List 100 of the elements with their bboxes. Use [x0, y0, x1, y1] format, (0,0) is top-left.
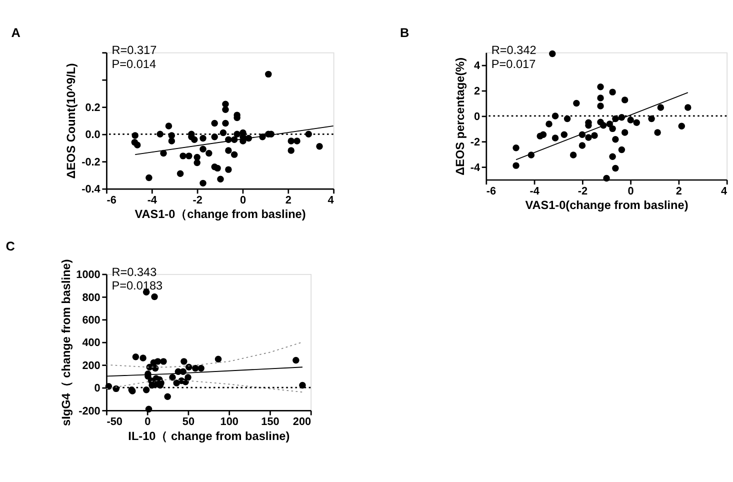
point [186, 152, 192, 160]
y-axis-title: ΔEOS Count(10^9/L) [64, 63, 78, 179]
point [211, 120, 218, 127]
x-axis-title: VAS1-0(change from basline) [525, 198, 688, 212]
point [191, 136, 198, 143]
annotation: R=0.343 [112, 264, 158, 279]
point [633, 119, 640, 126]
y-tick-label: 4 [474, 60, 480, 72]
y-tick-label: 200 [82, 360, 100, 372]
x-axis-title: VAS1-0（change from basline) [134, 207, 306, 222]
point [222, 120, 229, 127]
y-tick-label: 400 [82, 337, 100, 350]
x-axis-title: IL-10（ change from basline) [128, 428, 290, 443]
point [225, 166, 232, 173]
x-tick-label: -2 [578, 186, 588, 198]
y-tick-label: 0.2 [85, 102, 100, 114]
x-tick-label: 150 [261, 416, 280, 428]
point [603, 174, 610, 182]
chart-title: B [400, 24, 410, 40]
point [200, 180, 206, 187]
point [230, 151, 238, 158]
x-tick-label: 2 [285, 194, 292, 207]
point [165, 122, 172, 130]
x-tick-label: 0 [144, 416, 151, 428]
point [546, 120, 552, 128]
point [609, 88, 616, 96]
point [512, 162, 520, 169]
point [180, 152, 186, 160]
point [225, 147, 232, 154]
point [194, 159, 200, 166]
point [560, 131, 568, 138]
chart-title: C [6, 238, 15, 254]
y-tick-label: -0.4 [82, 184, 100, 196]
point [609, 125, 616, 132]
y-tick-label: -200 [78, 405, 100, 418]
annotation: R=0.342 [491, 43, 536, 58]
x-tick-label: -6 [106, 194, 116, 207]
point [597, 83, 604, 90]
x-tick-label: 200 [292, 416, 312, 428]
point [591, 132, 598, 139]
point [200, 146, 206, 152]
point [134, 142, 141, 148]
point [570, 152, 577, 158]
point [265, 70, 272, 78]
point [217, 176, 224, 182]
point [220, 129, 227, 136]
point [678, 122, 685, 130]
y-tick-label: -0.2 [82, 156, 100, 168]
x-tick-label: 50 [182, 416, 195, 428]
point [618, 146, 626, 154]
x-tick-label: 4 [721, 186, 728, 198]
x-tick-label: 2 [676, 186, 682, 198]
annotation: P=0.0183 [112, 278, 163, 292]
point [206, 150, 212, 157]
point [549, 50, 556, 58]
point [612, 136, 619, 143]
y-tick-label: 0.0 [85, 129, 100, 142]
x-tick-label: 0 [240, 194, 246, 207]
point [578, 142, 586, 149]
point [585, 134, 592, 141]
x-tick-label: -50 [106, 416, 122, 428]
y-tick-label: -4 [470, 162, 480, 174]
chart-title: A [11, 24, 20, 40]
x-tick-label: 100 [220, 416, 238, 428]
point [222, 106, 229, 113]
point [564, 115, 571, 122]
point [648, 115, 655, 122]
point [168, 138, 176, 144]
y-tick-label: 1000 [76, 269, 100, 282]
point [657, 104, 664, 111]
point [294, 138, 300, 144]
point [654, 129, 661, 136]
y-tick-label: 600 [82, 314, 100, 327]
y-axis-title: ΔEOS percentage(%) [452, 57, 467, 176]
point [609, 153, 616, 160]
point [597, 94, 604, 102]
point [200, 134, 206, 142]
point [540, 131, 547, 138]
x-tick-label: 4 [328, 194, 334, 207]
point [552, 134, 559, 142]
y-tick-label: 800 [82, 292, 100, 304]
point [316, 143, 323, 150]
point [621, 129, 628, 136]
point [214, 164, 221, 172]
x-tick-label: -6 [486, 186, 496, 198]
y-tick-label: 0 [94, 382, 100, 395]
point [573, 100, 580, 107]
x-tick-label: -4 [147, 194, 157, 207]
point [176, 170, 184, 178]
x-tick-label: 0 [628, 186, 634, 198]
point [597, 102, 604, 110]
y-axis-title: sIgG4（ change from basline) [58, 259, 73, 426]
point [194, 154, 200, 161]
point [684, 104, 692, 111]
annotation: P=0.014 [112, 56, 156, 71]
y-tick-label: 2 [474, 86, 480, 98]
x-tick-label: -2 [192, 194, 202, 207]
point [512, 144, 520, 152]
annotation: P=0.017 [491, 56, 536, 71]
y-tick-label: 0 [474, 111, 480, 124]
